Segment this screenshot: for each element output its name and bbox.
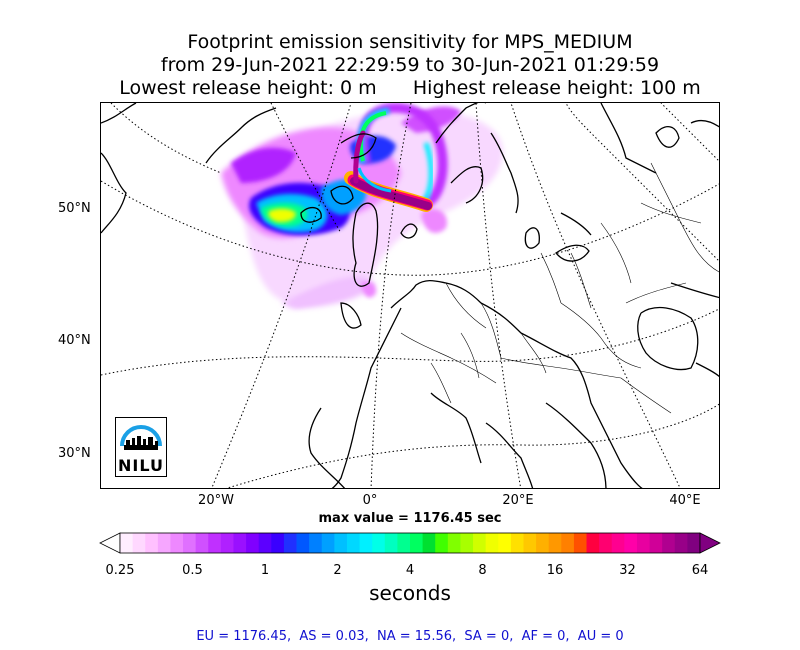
colorbar-cell xyxy=(548,533,562,553)
lon-label-20e: 20°E xyxy=(502,493,534,508)
colorbar-cell xyxy=(132,533,146,553)
colorbar-cell xyxy=(372,533,386,553)
colorbar-tick-label: 2 xyxy=(333,563,342,578)
colorbar-cell xyxy=(599,533,613,553)
colorbar-cell xyxy=(384,533,398,553)
colorbar-cell xyxy=(183,533,197,553)
colorbar-cell xyxy=(687,533,701,553)
map-canvas xyxy=(101,103,719,488)
colorbar-cell xyxy=(359,533,373,553)
title-line-1: Footprint emission sensitivity for MPS_M… xyxy=(187,31,633,53)
colorbar-cell xyxy=(321,533,335,553)
colorbar-cell xyxy=(410,533,424,553)
graticule xyxy=(101,103,719,488)
colorbar-cell xyxy=(674,533,688,553)
colorbar-tick-label: 8 xyxy=(478,563,487,578)
colorbar-tick-label: 4 xyxy=(405,563,415,578)
colorbar-cell xyxy=(296,533,310,553)
colorbar-cell xyxy=(485,533,499,553)
colorbar-cell xyxy=(233,533,247,553)
colorbar-cell xyxy=(523,533,537,553)
colorbar-cell xyxy=(145,533,159,553)
colorbar-cell xyxy=(208,533,222,553)
colorbar-cells xyxy=(120,533,701,553)
colorbar-tick-label: 0.25 xyxy=(105,563,135,578)
colorbar-cell xyxy=(397,533,411,553)
colorbar-cell xyxy=(346,533,360,553)
colorbar-cell xyxy=(422,533,436,553)
colorbar-min-arrow xyxy=(99,532,121,554)
colorbar-cell xyxy=(271,533,285,553)
colorbar-cell xyxy=(435,533,449,553)
colorbar-label: seconds xyxy=(369,581,451,605)
colorbar-tick-label: 32 xyxy=(619,563,636,578)
colorbar-cell xyxy=(195,533,209,553)
nilu-arc-icon xyxy=(120,425,162,450)
colorbar-tick-label: 1 xyxy=(260,563,270,578)
colorbar-cell xyxy=(662,533,676,553)
region-stats: EU = 1176.45, AS = 0.03, NA = 15.56, SA … xyxy=(196,629,624,644)
map-panel xyxy=(100,102,720,489)
colorbar-cell xyxy=(611,533,625,553)
colorbar-cell xyxy=(536,533,550,553)
nilu-logo: NILU xyxy=(115,417,167,477)
lat-label-50n: 50°N xyxy=(58,201,91,216)
colorbar-cell xyxy=(573,533,587,553)
colorbar-cell xyxy=(334,533,348,553)
nilu-logo-text: NILU xyxy=(118,456,164,475)
colorbar-cell xyxy=(170,533,184,553)
lon-label-40e: 40°E xyxy=(669,493,701,508)
colorbar-cell xyxy=(258,533,272,553)
colorbar-cell xyxy=(510,533,524,553)
colorbar-cell xyxy=(246,533,260,553)
colorbar-cell xyxy=(220,533,234,553)
lon-label-0: 0° xyxy=(362,493,378,508)
colorbar-cell xyxy=(283,533,297,553)
colorbar-tick-label: 64 xyxy=(691,563,709,578)
colorbar-cell xyxy=(586,533,600,553)
title-line-3: Lowest release height: 0 m Highest relea… xyxy=(119,77,701,99)
max-value-label: max value = 1176.45 sec xyxy=(318,511,502,526)
lat-label-30n: 30°N xyxy=(58,446,91,461)
colorbar-cell xyxy=(473,533,487,553)
colorbar-cell xyxy=(636,533,650,553)
colorbar-cell xyxy=(561,533,575,553)
lon-label-20w: 20°W xyxy=(198,493,234,508)
footprint-plume xyxy=(221,103,503,308)
colorbar-cell xyxy=(498,533,512,553)
colorbar-tick-label: 0.5 xyxy=(182,563,203,578)
colorbar-cell xyxy=(624,533,638,553)
colorbar-tick-label: 16 xyxy=(546,563,564,578)
colorbar xyxy=(99,532,721,554)
lat-label-40n: 40°N xyxy=(58,333,91,348)
colorbar-max-arrow xyxy=(699,532,721,554)
colorbar-cell xyxy=(309,533,323,553)
title-line-2: from 29-Jun-2021 22:29:59 to 30-Jun-2021… xyxy=(160,54,660,76)
colorbar-cell xyxy=(120,533,134,553)
colorbar-cell xyxy=(460,533,474,553)
colorbar-cell xyxy=(157,533,171,553)
colorbar-cell xyxy=(649,533,663,553)
colorbar-cell xyxy=(447,533,461,553)
